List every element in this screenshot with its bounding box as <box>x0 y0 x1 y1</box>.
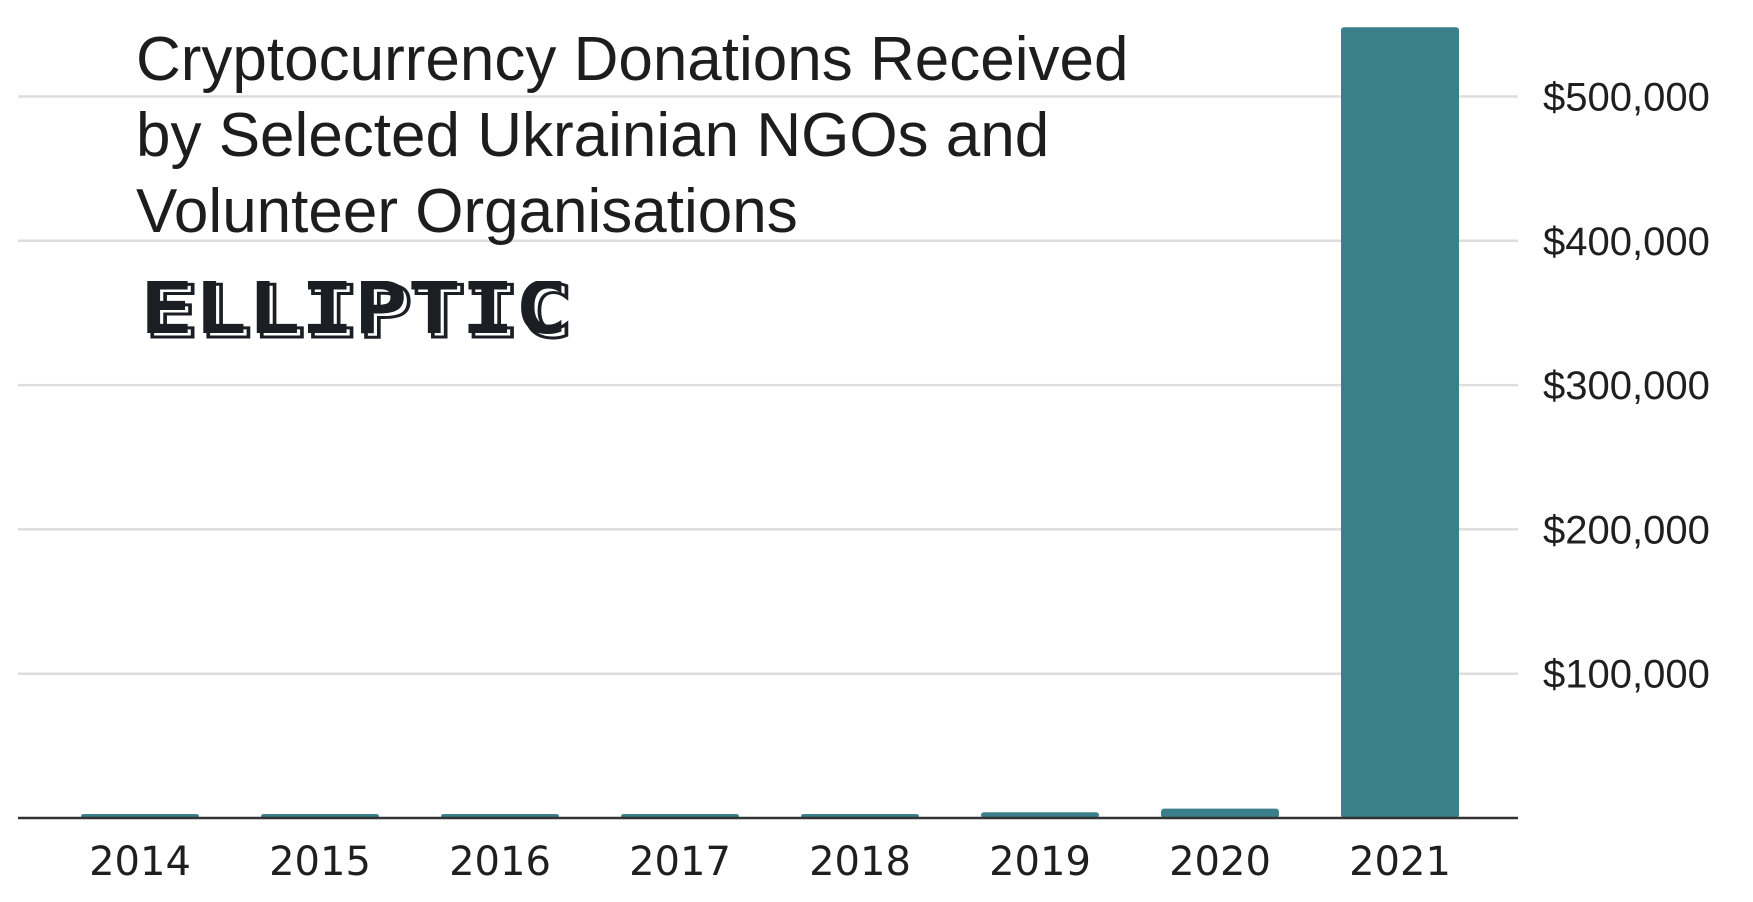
y-tick-label: $400,000 <box>1543 220 1710 264</box>
x-tick-label: 2015 <box>269 839 371 885</box>
y-tick-label: $200,000 <box>1543 508 1710 552</box>
axes: $100,000 $200,000 $300,000 $400,000 $500,000… <box>18 76 1710 885</box>
chart-title-line-1: Cryptocurrency Donations Received <box>136 25 1129 94</box>
y-tick-label: $300,000 <box>1543 364 1710 408</box>
bar-2019 <box>981 812 1099 818</box>
x-tick-label: 2014 <box>89 839 191 885</box>
y-tick-label: $500,000 <box>1543 76 1710 120</box>
chart-title: Cryptocurrency Donations Received by Sel… <box>136 22 1186 250</box>
x-tick-label: 2019 <box>989 839 1091 885</box>
chart-title-line-3: Volunteer Organisations <box>136 177 798 246</box>
bar-2020 <box>1161 808 1279 818</box>
y-tick-label: $100,000 <box>1543 653 1710 697</box>
elliptic-logo-text: ELLIPTIC <box>140 281 568 345</box>
grid-lines <box>18 95 1518 675</box>
elliptic-logo: ELLIPTIC ELLIPTIC <box>140 281 575 345</box>
x-tick-label: 2020 <box>1169 839 1271 885</box>
elliptic-logo-shadow: ELLIPTIC <box>145 281 573 345</box>
x-tick-label: 2021 <box>1349 839 1451 885</box>
chart-title-line-2: by Selected Ukrainian NGOs and <box>136 101 1050 170</box>
bar-2021 <box>1341 27 1459 818</box>
x-tick-label: 2018 <box>809 839 911 885</box>
x-tick-label: 2016 <box>449 839 551 885</box>
x-tick-label: 2017 <box>629 839 731 885</box>
